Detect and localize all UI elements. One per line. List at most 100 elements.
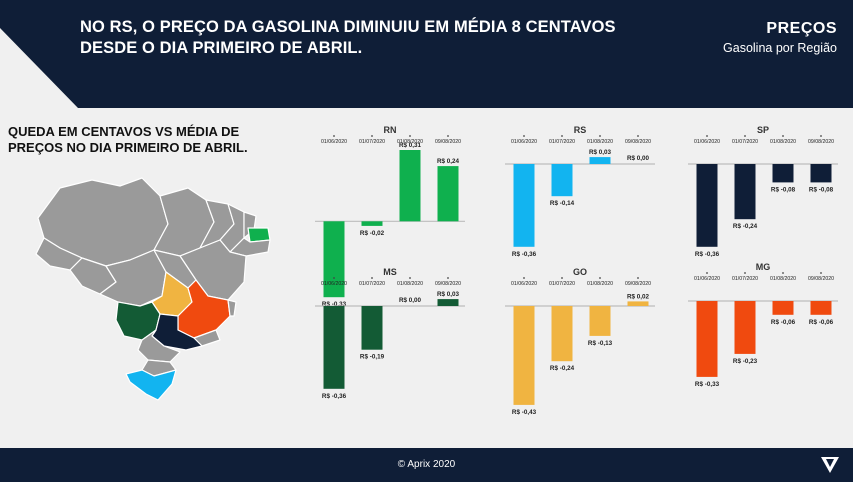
chart-category-label: 01/07/2020 bbox=[732, 276, 758, 282]
chart-category-label: 01/08/2020 bbox=[770, 276, 796, 282]
chart-category-label: 09/08/2020 bbox=[625, 281, 651, 287]
header-right-title: PREÇOS bbox=[766, 20, 837, 37]
chart-tick-mark bbox=[409, 135, 411, 137]
chart-ms: MS 01/06/2020 R$ -0,36 01/07/2020 R$ -0,19 01… bbox=[305, 266, 470, 411]
chart-data-label: R$ -0,02 bbox=[360, 230, 385, 237]
chart-tick-mark bbox=[782, 135, 784, 137]
chart-bar bbox=[551, 306, 573, 362]
chart-bar bbox=[810, 164, 832, 183]
chart-bar bbox=[323, 221, 345, 298]
chart-tick-mark bbox=[333, 135, 335, 137]
map-state-mt bbox=[99, 249, 167, 307]
section-title: QUEDA EM CENTAVOS VS MÉDIA DE PREÇOS NO … bbox=[8, 124, 248, 155]
chart-data-label: R$ -0,23 bbox=[733, 358, 758, 365]
page-title: NO RS, O PREÇO DA GASOLINA DIMINUIU EM M… bbox=[80, 18, 616, 57]
chart-tick-mark bbox=[820, 272, 822, 274]
chart-category-label: 01/07/2020 bbox=[732, 139, 758, 145]
chart-category-label: 01/06/2020 bbox=[511, 281, 537, 287]
chart-bar bbox=[734, 301, 756, 354]
chart-data-label: R$ 0,24 bbox=[437, 158, 460, 165]
chart-title: SP bbox=[757, 125, 769, 135]
chart-tick-mark bbox=[447, 135, 449, 137]
chart-bar bbox=[772, 164, 794, 183]
map-state-es bbox=[227, 299, 237, 317]
chart-category-label: 01/08/2020 bbox=[397, 139, 423, 145]
chart-category-label: 01/06/2020 bbox=[694, 276, 720, 282]
chart-data-label: R$ 0,00 bbox=[399, 297, 422, 304]
chart-data-label: R$ -0,36 bbox=[512, 251, 537, 258]
header-banner: NO RS, O PREÇO DA GASOLINA DIMINUIU EM M… bbox=[0, 0, 853, 108]
chart-data-label: R$ 0,31 bbox=[399, 142, 422, 149]
chart-bar bbox=[437, 299, 459, 306]
chart-tick-mark bbox=[561, 135, 563, 137]
brazil-map bbox=[35, 177, 271, 401]
chart-bar bbox=[589, 306, 611, 336]
chart-tick-mark bbox=[706, 135, 708, 137]
chart-data-label: R$ -0,33 bbox=[322, 301, 347, 308]
map-state-pr bbox=[137, 329, 181, 363]
chart-title: RS bbox=[574, 125, 587, 135]
chart-tick-mark bbox=[447, 277, 449, 279]
chart-category-label: 09/08/2020 bbox=[435, 281, 461, 287]
chart-data-label: R$ -0,06 bbox=[771, 319, 796, 326]
chart-tick-mark bbox=[371, 135, 373, 137]
chart-data-label: R$ 0,00 bbox=[627, 155, 650, 162]
chart-tick-mark bbox=[744, 135, 746, 137]
chart-data-label: R$ -0,36 bbox=[695, 251, 720, 258]
chart-data-label: R$ -0,06 bbox=[809, 319, 834, 326]
chart-title: MG bbox=[756, 262, 771, 272]
chart-category-label: 01/07/2020 bbox=[549, 139, 575, 145]
chart-tick-mark bbox=[782, 272, 784, 274]
chart-category-label: 09/08/2020 bbox=[435, 139, 461, 145]
chart-data-label: R$ 0,03 bbox=[589, 149, 612, 156]
chart-bar bbox=[734, 164, 756, 220]
chart-data-label: R$ -0,36 bbox=[322, 393, 347, 400]
chart-category-label: 01/06/2020 bbox=[694, 139, 720, 145]
chart-go: GO 01/06/2020 R$ -0,43 01/07/2020 R$ -0,24 01… bbox=[495, 266, 660, 416]
chart-tick-mark bbox=[637, 135, 639, 137]
chart-bar bbox=[323, 306, 345, 389]
chart-rs: RS 01/06/2020 R$ -0,36 01/07/2020 R$ -0,14 01… bbox=[495, 124, 660, 269]
chart-bar bbox=[513, 164, 535, 247]
chart-category-label: 01/06/2020 bbox=[321, 281, 347, 287]
chart-bar bbox=[361, 221, 383, 226]
chart-category-label: 01/06/2020 bbox=[321, 139, 347, 145]
chart-category-label: 01/07/2020 bbox=[359, 281, 385, 287]
chart-category-label: 01/08/2020 bbox=[587, 139, 613, 145]
chart-bar bbox=[589, 157, 611, 164]
chart-data-label: R$ -0,14 bbox=[550, 200, 575, 207]
chart-data-label: R$ -0,24 bbox=[733, 223, 758, 230]
chart-tick-mark bbox=[333, 277, 335, 279]
chart-tick-mark bbox=[820, 135, 822, 137]
chart-data-label: R$ 0,03 bbox=[437, 291, 460, 298]
chart-category-label: 01/06/2020 bbox=[511, 139, 537, 145]
chart-category-label: 01/08/2020 bbox=[587, 281, 613, 287]
chart-bar bbox=[696, 164, 718, 247]
chart-sp: SP 01/06/2020 R$ -0,36 01/07/2020 R$ -0,24 01… bbox=[678, 124, 843, 269]
chart-bar bbox=[551, 164, 573, 197]
header-right: PREÇOS Gasolina por Região bbox=[723, 20, 837, 55]
chart-bar bbox=[361, 306, 383, 350]
chart-bar bbox=[772, 301, 794, 315]
chart-category-label: 01/08/2020 bbox=[397, 281, 423, 287]
chart-tick-mark bbox=[744, 272, 746, 274]
chart-bar bbox=[810, 301, 832, 315]
footer-copyright: © Aprix 2020 bbox=[397, 459, 456, 470]
chart-tick-mark bbox=[371, 277, 373, 279]
chart-tick-mark bbox=[523, 135, 525, 137]
chart-data-label: R$ -0,33 bbox=[695, 381, 720, 388]
chart-title: GO bbox=[573, 267, 587, 277]
chart-category-label: 09/08/2020 bbox=[808, 139, 834, 145]
chart-mg: MG 01/06/2020 R$ -0,33 01/07/2020 R$ -0,23 01… bbox=[678, 261, 843, 406]
header-shape bbox=[0, 0, 853, 108]
chart-bar bbox=[513, 306, 535, 405]
chart-bar bbox=[627, 301, 649, 306]
aprix-logo-icon bbox=[821, 457, 839, 478]
chart-category-label: 01/08/2020 bbox=[770, 139, 796, 145]
chart-data-label: R$ -0,24 bbox=[550, 365, 575, 372]
chart-tick-mark bbox=[409, 277, 411, 279]
chart-tick-mark bbox=[637, 277, 639, 279]
chart-tick-mark bbox=[599, 135, 601, 137]
chart-category-label: 09/08/2020 bbox=[808, 276, 834, 282]
chart-category-label: 01/07/2020 bbox=[359, 139, 385, 145]
